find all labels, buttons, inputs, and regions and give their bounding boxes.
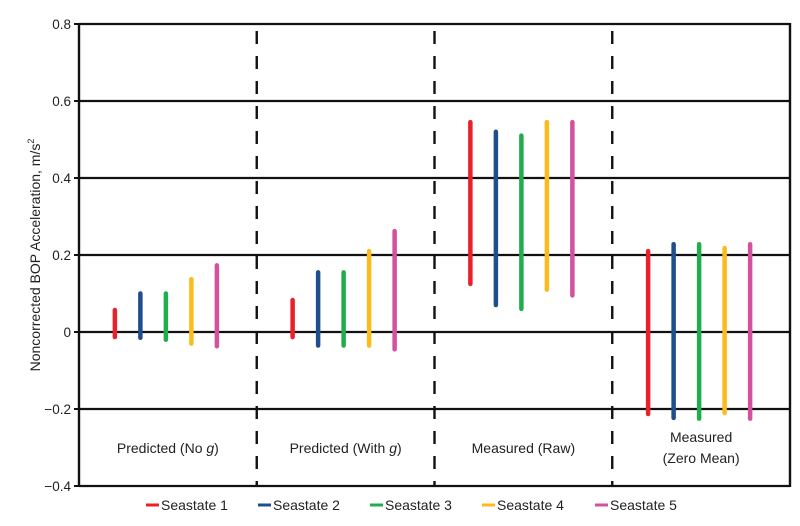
y-tick-label: 0.8 (52, 17, 71, 32)
y-tick-label: 0.2 (52, 248, 71, 263)
category-labels: Predicted (No g) Predicted (With g) Measur… (117, 429, 740, 466)
range-bars (112, 119, 753, 421)
category-label: Measured (Raw) (472, 440, 575, 456)
category-label-line2: (Zero Mean) (663, 450, 740, 466)
y-tick-label: −0.4 (44, 479, 71, 494)
y-axis-label-superscript: 2 (26, 139, 36, 144)
y-tick-label: 0.6 (52, 94, 71, 109)
y-tick-labels: 0.8 0.6 0.4 0.2 0 −0.2 −0.4 (44, 17, 71, 494)
legend-label: Seastate 4 (497, 497, 564, 513)
y-tick-label: 0 (63, 325, 71, 340)
category-label: Predicted (No g) (117, 440, 219, 456)
legend-label: Seastate 3 (385, 497, 452, 513)
axes (74, 23, 792, 487)
category-label: Predicted (With g) (290, 440, 402, 456)
category-label: Measured (670, 429, 732, 445)
legend-label: Seastate 2 (273, 497, 340, 513)
y-tick-label: 0.4 (52, 171, 71, 186)
legend: Seastate 1 Seastate 2 Seastate 3 Seastate 4… (146, 497, 677, 513)
y-axis-label: Noncorrected BOP Acceleration, m/s2 (26, 139, 43, 372)
y-tick-label: −0.2 (44, 402, 71, 417)
group-separators (255, 24, 614, 486)
legend-label: Seastate 1 (161, 497, 228, 513)
legend-label: Seastate 5 (610, 497, 677, 513)
